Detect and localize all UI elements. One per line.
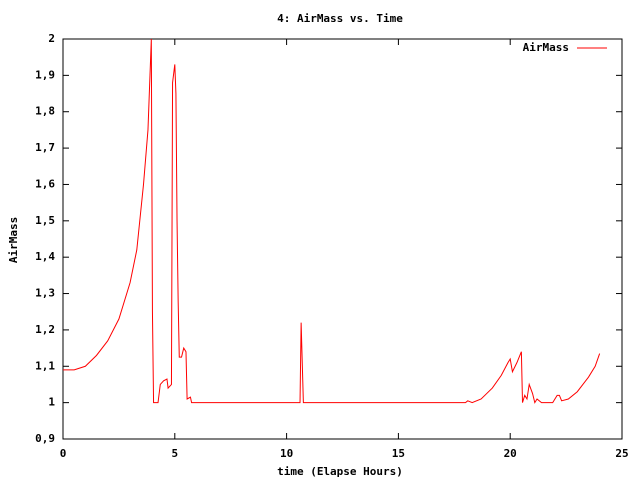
- x-tick-label: 5: [171, 447, 178, 460]
- y-axis-label: AirMass: [7, 217, 20, 263]
- y-tick-label: 1,5: [35, 214, 55, 227]
- x-tick-label: 20: [504, 447, 517, 460]
- y-tick-label: 1,3: [35, 287, 55, 300]
- x-axis-label: time (Elapse Hours): [277, 465, 403, 478]
- y-tick-label: 1,8: [35, 105, 55, 118]
- x-tick-label: 15: [392, 447, 405, 460]
- y-tick-label: 1,2: [35, 323, 55, 336]
- y-tick-label: 1: [48, 396, 55, 409]
- y-tick-label: 1,4: [35, 250, 55, 263]
- y-tick-label: 1,1: [35, 359, 55, 372]
- y-tick-label: 1,9: [35, 68, 55, 81]
- data-line: [63, 38, 601, 404]
- y-tick-label: 1,6: [35, 177, 55, 190]
- x-tick-label: 10: [280, 447, 293, 460]
- legend-label: AirMass: [523, 41, 569, 54]
- x-tick-label: 0: [60, 447, 67, 460]
- y-tick-label: 1,7: [35, 141, 55, 154]
- x-tick-label: 25: [615, 447, 628, 460]
- y-tick-label: 2: [48, 32, 55, 45]
- plot-border: [62, 38, 623, 440]
- chart-title: 4: AirMass vs. Time: [277, 12, 403, 25]
- y-tick-label: 0,9: [35, 432, 55, 445]
